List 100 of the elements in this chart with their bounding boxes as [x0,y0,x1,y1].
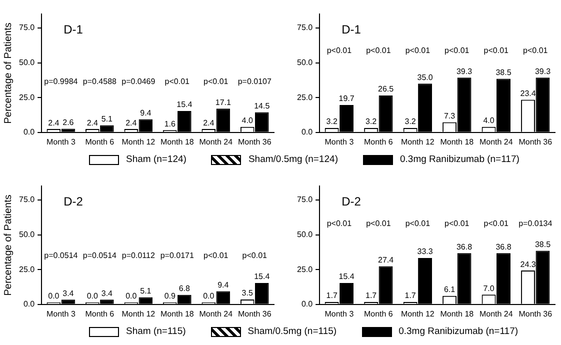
text: D-2 [64,194,84,208]
x-tick-label: Month 24 [479,309,514,318]
data-label: 4.0 [242,116,254,126]
x-tick-label: Month 6 [364,137,394,146]
x-tick-label: Month 24 [199,309,234,318]
x-tick-label: Month 3 [46,137,76,146]
annotation: p<0.01 [484,218,510,228]
data-label: 33.3 [417,247,434,256]
annotation: p=0.4588 [82,76,118,86]
data-label: 27.4 [378,255,394,264]
x-tick-label: Month 12 [122,309,156,318]
y-axis-title: Percentage of Patients [2,22,14,124]
data-label: 2.4 [126,118,138,128]
y-tick-label: 25.0 [296,92,314,102]
legend-label: 0.3mg Ranibizumab (n=117) [398,326,518,337]
data-label: 6.1 [444,285,456,294]
data-label: 0.0 [203,292,215,301]
y-tick-label: 50.0 [18,58,36,67]
text: D-1 [64,22,84,36]
data-label: 7.0 [483,284,495,293]
x-tick-label: Month 24 [199,137,234,146]
x-tick-label: Month 12 [122,137,156,146]
annotation: p=0.0514 [82,251,118,260]
data-label: 36.8 [456,242,473,252]
data-label: 24.3 [520,260,536,269]
data-label: 5.1 [101,114,114,124]
data-label: 9.4 [218,280,230,290]
annotation: p<0.01 [444,218,470,228]
y-tick-label: 25.0 [18,92,36,102]
data-label: 36.8 [496,242,512,252]
data-label: 0.0 [48,292,60,301]
y-tick-label: 0.0 [23,128,36,137]
data-label: 15.4 [254,272,270,282]
x-tick-label: Month 3 [324,137,354,146]
x-tick-label: Month 18 [440,137,474,146]
y-tick-label: 50.0 [296,230,314,239]
y-tick-label: 0.0 [301,128,314,137]
data-label: 5.1 [140,286,152,296]
data-label: 14.5 [254,101,270,110]
annotation: p<0.01 [444,46,470,55]
x-tick-label: Month 12 [400,309,435,318]
data-label: 39.3 [456,66,473,76]
text: D-2 [342,194,362,208]
x-tick-label: Month 24 [479,137,514,146]
data-label: 38.5 [534,240,552,249]
y-tick-label: 25.0 [18,264,36,274]
text: D-1 [342,22,362,36]
x-tick-label: Month 3 [324,309,354,318]
data-label: 9.4 [140,108,152,118]
legend-label: Sham (n=115) [126,326,186,337]
data-label: 1.7 [366,291,378,300]
y-tick-label: 0.0 [23,300,36,309]
annotation: p=0.0469 [122,76,156,86]
data-label: 3.2 [404,117,416,126]
annotation: p<0.01 [242,251,268,260]
data-label: 0.0 [86,292,99,301]
data-label: 19.7 [338,94,355,104]
data-label: 17.1 [215,98,232,107]
x-tick-label: Month 3 [46,309,76,318]
data-label: 39.3 [534,66,552,76]
data-label: 3.4 [101,288,114,298]
y-tick-label: 75.0 [296,195,314,204]
annotation: p<0.01 [204,251,229,260]
y-tick-label: 75.0 [296,23,314,32]
data-label: 35.0 [417,72,434,82]
y-tick-label: 0.0 [301,300,314,309]
annotation: p=0.0171 [160,251,194,260]
annotation: p=0.9984 [44,76,78,86]
annotation: p<0.01 [405,46,431,55]
x-tick-label: Month 6 [85,309,115,318]
annotation: p<0.01 [326,46,352,55]
data-label: 2.6 [62,118,74,127]
data-label: 26.5 [378,84,394,94]
y-tick-label: 75.0 [18,23,36,32]
data-label: 2.4 [86,118,99,128]
y-tick-label: 75.0 [18,195,36,204]
x-tick-label: Month 18 [440,309,474,318]
data-label: 3.2 [326,117,338,126]
annotation: p<0.01 [484,46,510,55]
data-label: 3.5 [242,288,254,298]
data-label: 2.4 [203,118,215,128]
x-tick-label: Month 36 [238,137,272,146]
x-tick-label: Month 6 [364,309,394,318]
x-tick-label: Month 18 [160,137,194,146]
x-tick-label: Month 36 [518,137,553,146]
annotation: p=0.0134 [518,218,553,228]
legend-label: 0.3mg Ranibizumab (n=117) [400,154,520,165]
annotation: p=0.0514 [44,251,78,260]
x-tick-label: Month 36 [238,309,272,318]
y-axis-title: Percentage of Patients [2,194,14,296]
data-label: 3.4 [62,288,74,298]
annotation: p=0.0112 [122,251,156,260]
legend-label: Sham/0.5mg (n=115) [248,326,337,337]
data-label: 6.8 [178,284,191,294]
x-tick-label: Month 18 [160,309,194,318]
data-label: 0.9 [164,292,176,301]
x-tick-label: Month 6 [85,137,115,146]
annotation: p<0.01 [326,218,352,228]
data-label: 23.4 [520,89,536,98]
data-label: 2.4 [48,118,60,128]
